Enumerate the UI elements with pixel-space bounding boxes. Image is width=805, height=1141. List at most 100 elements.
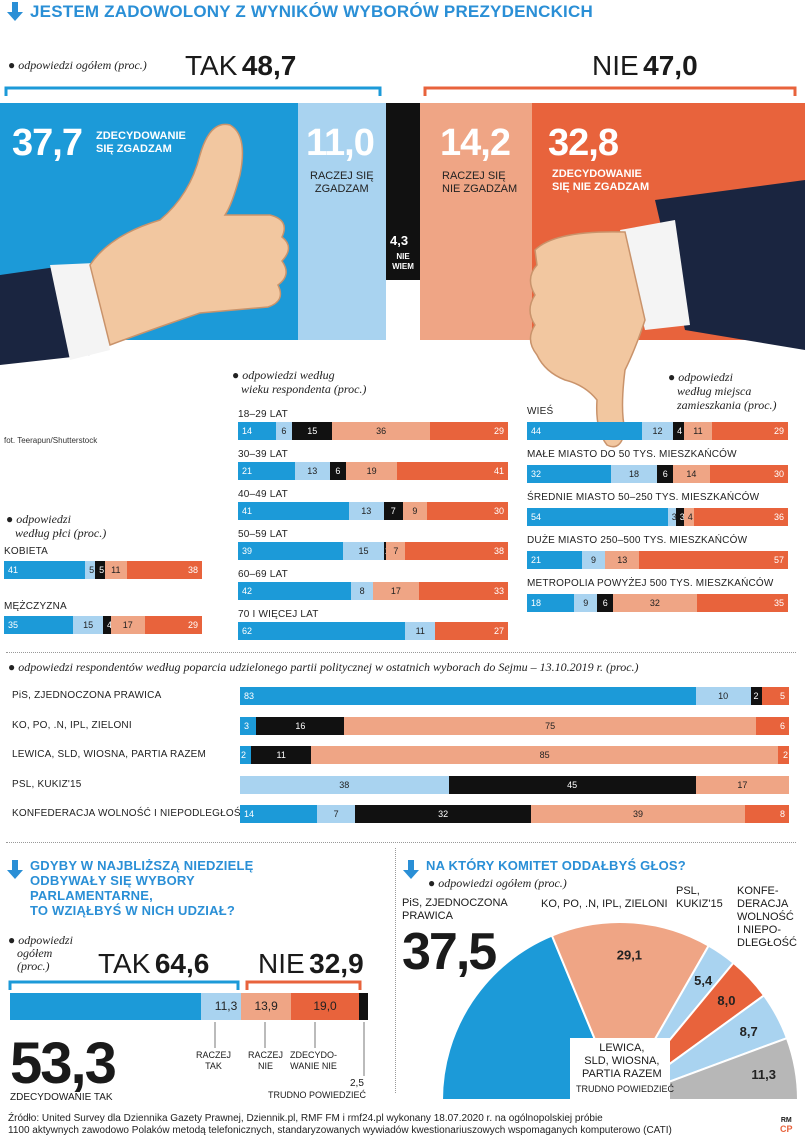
age-segment: 15 xyxy=(343,542,384,560)
place-segment: 54 xyxy=(527,508,668,526)
party-bar: 83 10 2 5 xyxy=(240,687,789,705)
turnout-brackets xyxy=(8,980,362,990)
committee-note: ● odpowiedzi ogółem (proc.) xyxy=(428,876,567,890)
place-bar: 54 3 3 4 36 xyxy=(527,508,788,526)
divider xyxy=(6,652,796,653)
seg1-label: ZDECYDOWANIE SIĘ ZGADZAM xyxy=(96,130,186,155)
turnout-segment: 13,9 xyxy=(241,993,292,1020)
divider-vertical xyxy=(395,848,396,1093)
thumbs-up-icon xyxy=(0,123,290,365)
party-segment: 8 xyxy=(745,805,789,823)
party-segment: 3 xyxy=(240,716,257,735)
seg5-label: ZDECYDOWANIE SIĘ NIE ZGADZAM xyxy=(552,168,650,193)
place-segment: 3 xyxy=(667,508,677,526)
party-row-label: PiS, ZJEDNOCZONA PRAWICA xyxy=(12,690,162,701)
place-note: ● odpowiedzi według miejsca zamieszkania… xyxy=(668,370,777,412)
age-segment: 14 xyxy=(238,422,276,440)
badge: RM CP xyxy=(780,1117,793,1134)
place-bar: 18 9 6 32 35 xyxy=(527,594,788,612)
party-segment: 7 xyxy=(316,805,356,823)
party-row-label: LEWICA, SLD, WIOSNA, PARTIA RAZEM xyxy=(12,749,207,760)
place-segment: 9 xyxy=(581,551,606,569)
party-segment: 14 xyxy=(240,805,317,823)
turnout-bar: 11,3 13,9 19,0 xyxy=(10,993,368,1020)
turnout-segment: 11,3 xyxy=(200,993,242,1020)
party-segment: 2 xyxy=(750,687,762,705)
band-dont-know xyxy=(386,103,420,280)
age-segment: 6 xyxy=(329,462,346,480)
party-segment: 6 xyxy=(756,716,789,735)
party-segment: 5 xyxy=(761,687,789,705)
place-segment: 21 xyxy=(527,551,582,569)
gender-segment: 35 xyxy=(4,616,74,634)
place-segment: 6 xyxy=(597,594,614,612)
down-arrow-icon xyxy=(7,2,23,21)
party-segment: 39 xyxy=(530,805,746,823)
party-segment: 16 xyxy=(256,716,345,735)
age-bar: 14 6 15 36 29 xyxy=(238,422,508,440)
party-segment: 83 xyxy=(240,687,696,705)
gender-bar: 35 15 4 17 29 xyxy=(4,616,203,634)
age-bar: 62 11 27 xyxy=(238,622,508,640)
turnout-no-total: NIE 32,9 xyxy=(258,948,364,979)
party-segment: 2 xyxy=(777,746,789,764)
age-row-label: 50–59 LAT xyxy=(238,529,288,540)
party-segment: 32 xyxy=(355,805,531,823)
turnout-strong-yes-label: ZDECYDOWANIE TAK xyxy=(10,1092,113,1103)
age-bar: 39151738 xyxy=(238,542,508,560)
party-row-label: PSL, KUKIZ'15 xyxy=(12,778,82,790)
age-row-label: 40–49 LAT xyxy=(238,489,288,500)
age-segment: 9 xyxy=(402,502,427,520)
place-row-label: ŚREDNIE MIASTO 50–250 TYS. MIESZKAŃCÓW xyxy=(527,492,760,503)
age-segment: 27 xyxy=(435,622,508,640)
age-segment: 13 xyxy=(348,502,384,520)
seg2-label: RACZEJ SIĘ ZGADZAM xyxy=(310,170,374,195)
place-segment: 14 xyxy=(673,465,710,483)
seg3-label: NIE WIEM xyxy=(392,252,414,271)
turnout-dk-label: TRUDNO POWIEDZIEĆ xyxy=(268,1090,366,1100)
place-segment: 13 xyxy=(605,551,640,569)
party-segment: 38 xyxy=(240,775,449,794)
seg2-value: 11,0 xyxy=(306,122,375,164)
place-segment: 18 xyxy=(527,594,574,612)
seg1-value: 37,7 xyxy=(12,122,83,164)
turnout-segment: 19,0 xyxy=(291,993,360,1020)
turnout-segment xyxy=(10,993,201,1020)
gender-bar: 41 5 5 11 38 xyxy=(4,561,202,579)
age-segment: 6 xyxy=(275,422,292,440)
yes-total: TAK 48,7 xyxy=(185,50,297,81)
age-bar: 42 8 17 33 xyxy=(238,582,508,600)
place-segment: 4 xyxy=(683,508,695,526)
place-segment: 36 xyxy=(694,508,788,526)
turnout-big-value: 53,3 xyxy=(10,1031,117,1096)
party-bar: 14 7 32 39 8 xyxy=(240,805,789,823)
place-segment: 29 xyxy=(712,422,788,440)
turnout-rather-yes-label: RACZEJ TAK xyxy=(196,1050,232,1071)
photo-credit: fot. Teerapun/Shutterstock xyxy=(4,436,98,445)
place-row-label: DUŻE MIASTO 250–500 TYS. MIESZKAŃCÓW xyxy=(527,535,748,546)
age-bar: 21 13 6 19 41 xyxy=(238,462,508,480)
thumbs-down-icon xyxy=(529,180,805,448)
place-segment: 4 xyxy=(673,422,684,440)
down-arrow-icon xyxy=(403,860,419,879)
age-segment: 42 xyxy=(238,582,352,600)
turnout-yes-total: TAK 64,6 xyxy=(98,948,210,979)
committee-title: NA KTÓRY KOMITET ODDAŁBYŚ GŁOS? xyxy=(426,858,686,873)
gender-segment: 5 xyxy=(95,561,105,579)
gender-segment: 4 xyxy=(102,616,112,634)
age-segment: 30 xyxy=(426,502,508,520)
age-row-label: 70 I WIĘCEJ LAT xyxy=(238,609,319,620)
place-row-label: METROPOLIA POWYŻEJ 500 TYS. MIESZKAŃCÓW xyxy=(527,578,774,589)
age-segment: 13 xyxy=(294,462,330,480)
gender-segment: 5 xyxy=(85,561,96,579)
band-rather-disagree xyxy=(420,103,532,340)
age-segment: 17 xyxy=(372,582,419,600)
age-segment: 38 xyxy=(405,542,508,560)
pie-label-psl: PSL, KUKIZ'15 xyxy=(676,885,723,910)
place-segment: 32 xyxy=(527,465,611,483)
seg4-label: RACZEJ SIĘ NIE ZGADZAM xyxy=(442,170,518,195)
turnout-leader-lines xyxy=(214,1022,365,1076)
band-rather-agree xyxy=(298,103,386,340)
age-segment: 41 xyxy=(238,502,349,520)
age-segment: 41 xyxy=(397,462,508,480)
